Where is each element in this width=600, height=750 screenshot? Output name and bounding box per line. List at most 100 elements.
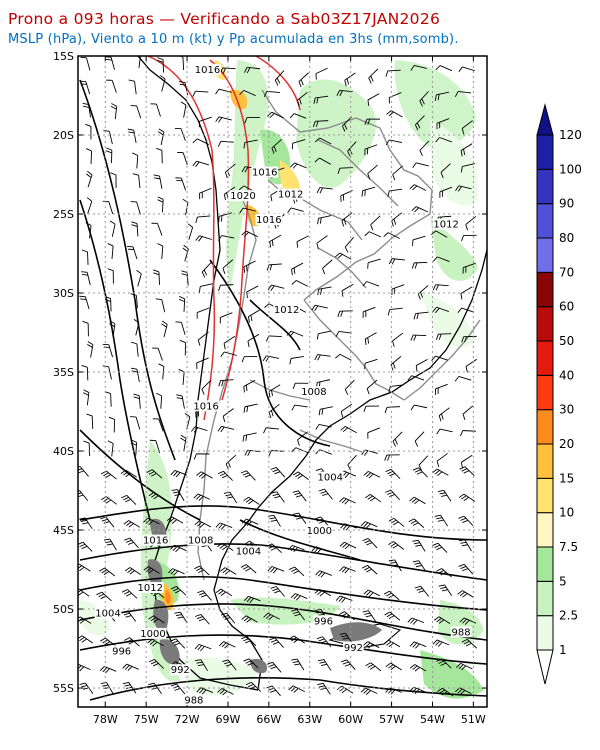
wind-barb-staff	[220, 284, 234, 286]
longitude-labels: 78W 75W 72W 69W 66W 63W 60W 57W 54W 51W	[93, 713, 486, 726]
wind-barb-staff	[79, 616, 92, 624]
wind-barb-flag	[344, 473, 350, 478]
wind-barb-flag	[313, 97, 316, 104]
wind-barb-flag	[437, 489, 445, 493]
wind-barb-staff	[419, 140, 430, 151]
wind-barb-flag	[437, 641, 443, 647]
wind-barb-staff	[82, 541, 93, 552]
wind-barb-flag	[169, 517, 175, 523]
wind-barb-staff	[463, 493, 475, 502]
wind-barb-staff	[251, 682, 261, 692]
wind-barb-staff	[387, 232, 400, 239]
wind-barb-staff	[320, 516, 330, 528]
wind-barb-staff	[219, 116, 232, 121]
wind-barb-staff	[90, 150, 93, 164]
wind-barb-flag	[344, 663, 351, 667]
wind-barb-flag	[366, 542, 373, 546]
wind-barb-flag	[339, 497, 345, 503]
wind-barb-flag	[367, 495, 373, 500]
isobar-label-bg	[300, 386, 328, 398]
wind-barb-flag	[319, 187, 324, 194]
wind-barb-flag	[111, 103, 117, 107]
wind-barb-flag	[369, 665, 376, 670]
wind-barb-flag	[151, 493, 157, 498]
wind-barb-flag	[106, 147, 112, 151]
colorbar-level-label: 70	[559, 265, 574, 279]
wind-barb-flag	[414, 499, 420, 505]
wind-barb-flag	[153, 495, 159, 500]
isobar-label: 1012	[433, 220, 458, 231]
wind-barb-staff	[343, 470, 357, 477]
wind-barb-flag	[344, 389, 349, 396]
wind-barb-flag	[341, 688, 347, 694]
wind-barb-flag	[198, 286, 201, 293]
wind-barb-flag	[268, 664, 275, 667]
wind-barb-flag	[438, 660, 445, 664]
wind-barb-staff	[125, 469, 137, 478]
wind-barb-staff	[175, 638, 186, 649]
wind-barb-staff	[389, 139, 403, 143]
wind-barb-staff	[200, 659, 208, 672]
wind-barb-flag	[314, 137, 320, 143]
wind-barb-staff	[223, 641, 236, 648]
wind-barb-flag	[415, 544, 422, 547]
wind-barb-flag	[274, 495, 281, 499]
wind-barb-flag	[196, 494, 202, 500]
wind-barb-flag	[148, 615, 154, 620]
wind-barb-staff	[365, 687, 378, 694]
wind-barb-flag	[172, 587, 179, 592]
wind-barb-staff	[465, 216, 477, 225]
wind-barb-flag	[411, 498, 417, 503]
wind-barb-staff	[462, 66, 476, 72]
wind-barb-flag	[432, 256, 438, 262]
wind-barb-staff	[296, 609, 305, 621]
isobar-label-bg	[313, 615, 334, 627]
wind-barb-staff	[458, 90, 472, 94]
wind-barb-flag	[239, 207, 244, 214]
wind-barb-staff	[136, 343, 139, 357]
wind-barb-staff	[414, 664, 427, 672]
isobar-label: 1016	[256, 215, 281, 226]
wind-barb-staff	[183, 438, 187, 452]
wind-barb-staff	[416, 162, 429, 167]
wind-barb-flag	[194, 644, 200, 650]
wind-barb-staff	[463, 564, 474, 575]
wind-barb-staff	[298, 512, 307, 525]
wind-barb-flag	[85, 123, 92, 127]
wind-barb-staff	[290, 330, 304, 337]
wind-barb-staff	[246, 564, 257, 574]
wind-barb-staff	[243, 432, 257, 437]
wind-barb-staff	[268, 403, 280, 413]
wind-barb-staff	[415, 206, 429, 213]
wind-barb-flag	[288, 635, 295, 640]
wind-barb-flag	[124, 567, 131, 572]
wind-barb-flag	[463, 148, 466, 155]
wind-barb-flag	[201, 689, 207, 695]
wind-barb-staff	[248, 658, 259, 669]
wind-barb-flag	[196, 471, 202, 476]
wind-barb-flag	[125, 615, 132, 618]
wind-barb-flag	[342, 125, 346, 132]
wind-barb-flag	[392, 174, 396, 181]
wind-barb-flag	[270, 519, 277, 522]
wind-barb-staff	[85, 81, 91, 95]
wind-barb-flag	[364, 118, 368, 125]
wind-barb-flag	[393, 218, 397, 225]
wind-barb-staff	[220, 588, 233, 597]
wind-barb-staff	[322, 259, 333, 269]
wind-barb-staff	[295, 593, 308, 599]
wind-barb-flag	[390, 561, 397, 564]
wind-barb-flag	[178, 368, 185, 373]
wind-barb-flag	[203, 269, 208, 276]
wind-barb-flag	[460, 690, 466, 695]
wind-barb-flag	[264, 303, 270, 308]
wind-barb-flag	[168, 568, 173, 574]
wind-barb-staff	[183, 298, 186, 312]
wind-barb-flag	[461, 544, 468, 547]
wind-barb-flag	[150, 616, 157, 622]
wind-barb-flag	[416, 313, 419, 320]
wind-barb-staff	[292, 544, 305, 551]
wind-barb-flag	[321, 663, 328, 667]
wind-barb-flag	[155, 298, 162, 301]
